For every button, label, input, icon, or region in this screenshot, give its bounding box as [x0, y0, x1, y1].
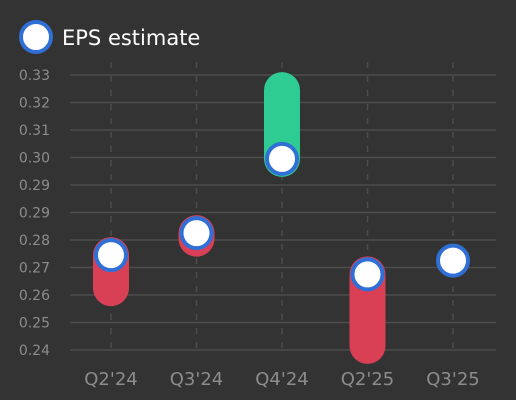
eps-estimate-point	[265, 141, 299, 176]
y-tick-label: 0.27	[19, 261, 50, 277]
estimate-markers	[94, 141, 470, 292]
eps-estimate-point	[94, 238, 128, 273]
y-tick-label: 0.28	[19, 233, 50, 249]
y-tick-label: 0.25	[19, 316, 50, 332]
x-tick-label: Q3'24	[170, 369, 223, 390]
x-tick-labels: Q2'24 Q3'24 Q4'24 Q2'25 Q3'25	[84, 369, 479, 390]
x-tick-label: Q4'24	[255, 369, 308, 390]
y-tick-label: 0.32	[19, 96, 50, 112]
eps-estimate-point	[436, 243, 470, 278]
legend-label: EPS estimate	[62, 26, 200, 50]
x-tick-label: Q2'24	[84, 369, 137, 390]
legend: EPS estimate	[19, 20, 200, 54]
y-tick-label: 0.33	[19, 68, 50, 84]
y-tick-label: 0.30	[19, 151, 50, 167]
y-tick-label: 0.29	[19, 178, 50, 194]
y-tick-labels: 0.33 0.32 0.31 0.30 0.29 0.29 0.28 0.27 0.26 0.25…	[19, 68, 50, 359]
horizontal-gridlines	[70, 74, 496, 351]
x-tick-label: Q3'25	[426, 369, 479, 390]
y-tick-label: 0.26	[19, 288, 50, 304]
y-tick-label: 0.24	[19, 343, 50, 359]
eps-estimate-point	[350, 257, 385, 292]
y-tick-label: 0.29	[19, 206, 50, 222]
y-tick-label: 0.31	[19, 123, 50, 139]
x-tick-label: Q2'25	[341, 369, 394, 390]
legend-marker	[19, 20, 53, 54]
eps-estimate-point	[179, 216, 214, 251]
